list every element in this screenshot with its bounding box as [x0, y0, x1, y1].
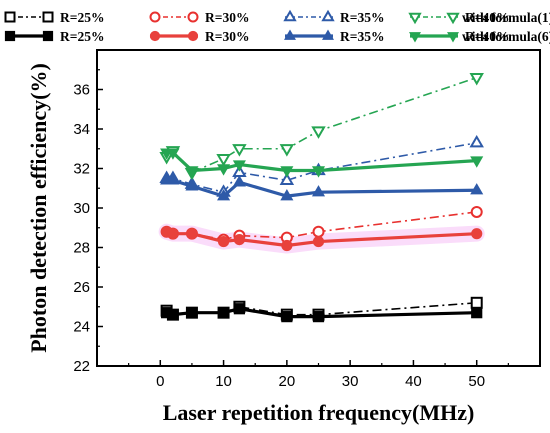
data-point	[217, 189, 231, 201]
data-point	[470, 183, 484, 195]
data-point	[311, 185, 326, 197]
legend-label: R=40%	[465, 10, 509, 25]
series-line	[166, 76, 477, 174]
legend-label: R=30%	[205, 10, 249, 25]
x-tick-label: 50	[468, 373, 485, 390]
series-R35-formula6	[160, 173, 484, 201]
y-tick-label: 22	[73, 358, 90, 375]
legend: R=25% R=30% R=35% R=40%with formula(1)R=25%…	[4, 9, 550, 44]
x-axis-title: Laser repetition frequency(MHz)	[163, 400, 475, 425]
x-tick-label: 30	[342, 373, 359, 390]
y-tick-label: 24	[73, 319, 90, 336]
legend-marker	[149, 30, 161, 42]
data-point	[167, 228, 179, 240]
data-point	[232, 144, 247, 157]
legend-marker	[408, 12, 422, 25]
y-tick-label: 32	[73, 161, 90, 178]
data-point	[470, 205, 483, 218]
data-point	[470, 296, 483, 309]
y-tick-label: 36	[73, 82, 90, 99]
data-point	[311, 126, 326, 139]
x-tick-label: 0	[156, 373, 164, 390]
data-point	[233, 303, 245, 315]
data-point	[312, 311, 325, 323]
series-R30-formula6	[161, 226, 483, 252]
x-tick-label: 10	[215, 373, 232, 390]
data-point	[166, 173, 180, 185]
data-point	[281, 311, 293, 323]
y-tick-label: 30	[73, 200, 90, 217]
data-point	[280, 166, 294, 178]
legend-caption: with formula(6)	[462, 29, 550, 44]
data-point	[279, 144, 295, 157]
x-tick-label: 20	[279, 373, 296, 390]
legend-marker	[187, 30, 199, 42]
legend-label: R=40%	[465, 29, 509, 44]
data-point	[186, 307, 198, 319]
legend-marker	[446, 12, 460, 25]
legend-marker	[283, 9, 297, 22]
data-point	[279, 172, 295, 185]
data-point	[311, 166, 326, 178]
series-line	[166, 211, 477, 241]
data-point	[167, 309, 179, 321]
data-point	[217, 235, 230, 248]
legend-marker	[321, 9, 335, 22]
data-point	[185, 179, 199, 191]
data-point	[471, 228, 483, 240]
data-point	[233, 234, 245, 246]
legend-label: R=35%	[340, 29, 384, 44]
legend-marker	[284, 29, 296, 40]
data-point	[185, 166, 199, 178]
y-tick-label: 28	[73, 240, 90, 257]
data-point	[232, 175, 246, 187]
y-tick-label: 26	[73, 279, 90, 296]
legend-marker	[4, 11, 16, 23]
legend-caption: with formula(1)	[462, 10, 550, 25]
series-R25-formula6	[161, 303, 483, 323]
legend-marker	[187, 11, 199, 23]
data-point	[469, 134, 484, 148]
data-point	[166, 148, 180, 160]
data-point	[471, 307, 483, 319]
data-point	[469, 73, 484, 86]
data-point	[312, 235, 325, 248]
data-point	[312, 225, 325, 238]
x-tick-label: 40	[405, 373, 422, 390]
y-tick-label: 34	[73, 121, 90, 138]
data-point	[216, 154, 231, 167]
data-point	[470, 156, 484, 168]
axes: 0 10 20 30 40 50 22 24 26 28 30 32 34 36	[73, 69, 509, 390]
data-point	[232, 160, 246, 172]
legend-label: R=35%	[340, 10, 384, 25]
series-R40-formula6	[160, 148, 484, 178]
legend-label: R=25%	[60, 29, 104, 44]
legend-marker	[4, 30, 16, 42]
plot-area: 0 10 20 30 40 50 22 24 26 28 30 32 34 36	[73, 49, 541, 390]
legend-label: R=25%	[60, 10, 104, 25]
series-line	[166, 151, 477, 173]
data-point	[280, 189, 294, 201]
data-point	[186, 228, 198, 240]
legend-marker	[42, 11, 54, 23]
legend-marker	[447, 32, 459, 43]
data-point	[281, 239, 293, 252]
y-axis-title: Photon detection efficiency(%)	[26, 63, 51, 353]
legend-marker	[42, 30, 54, 42]
legend-marker	[149, 11, 161, 23]
series-layer	[159, 73, 484, 323]
legend-marker	[409, 32, 421, 43]
legend-marker	[322, 29, 334, 40]
legend-label: R=30%	[205, 29, 249, 44]
data-point	[217, 307, 230, 319]
data-point	[217, 164, 231, 176]
